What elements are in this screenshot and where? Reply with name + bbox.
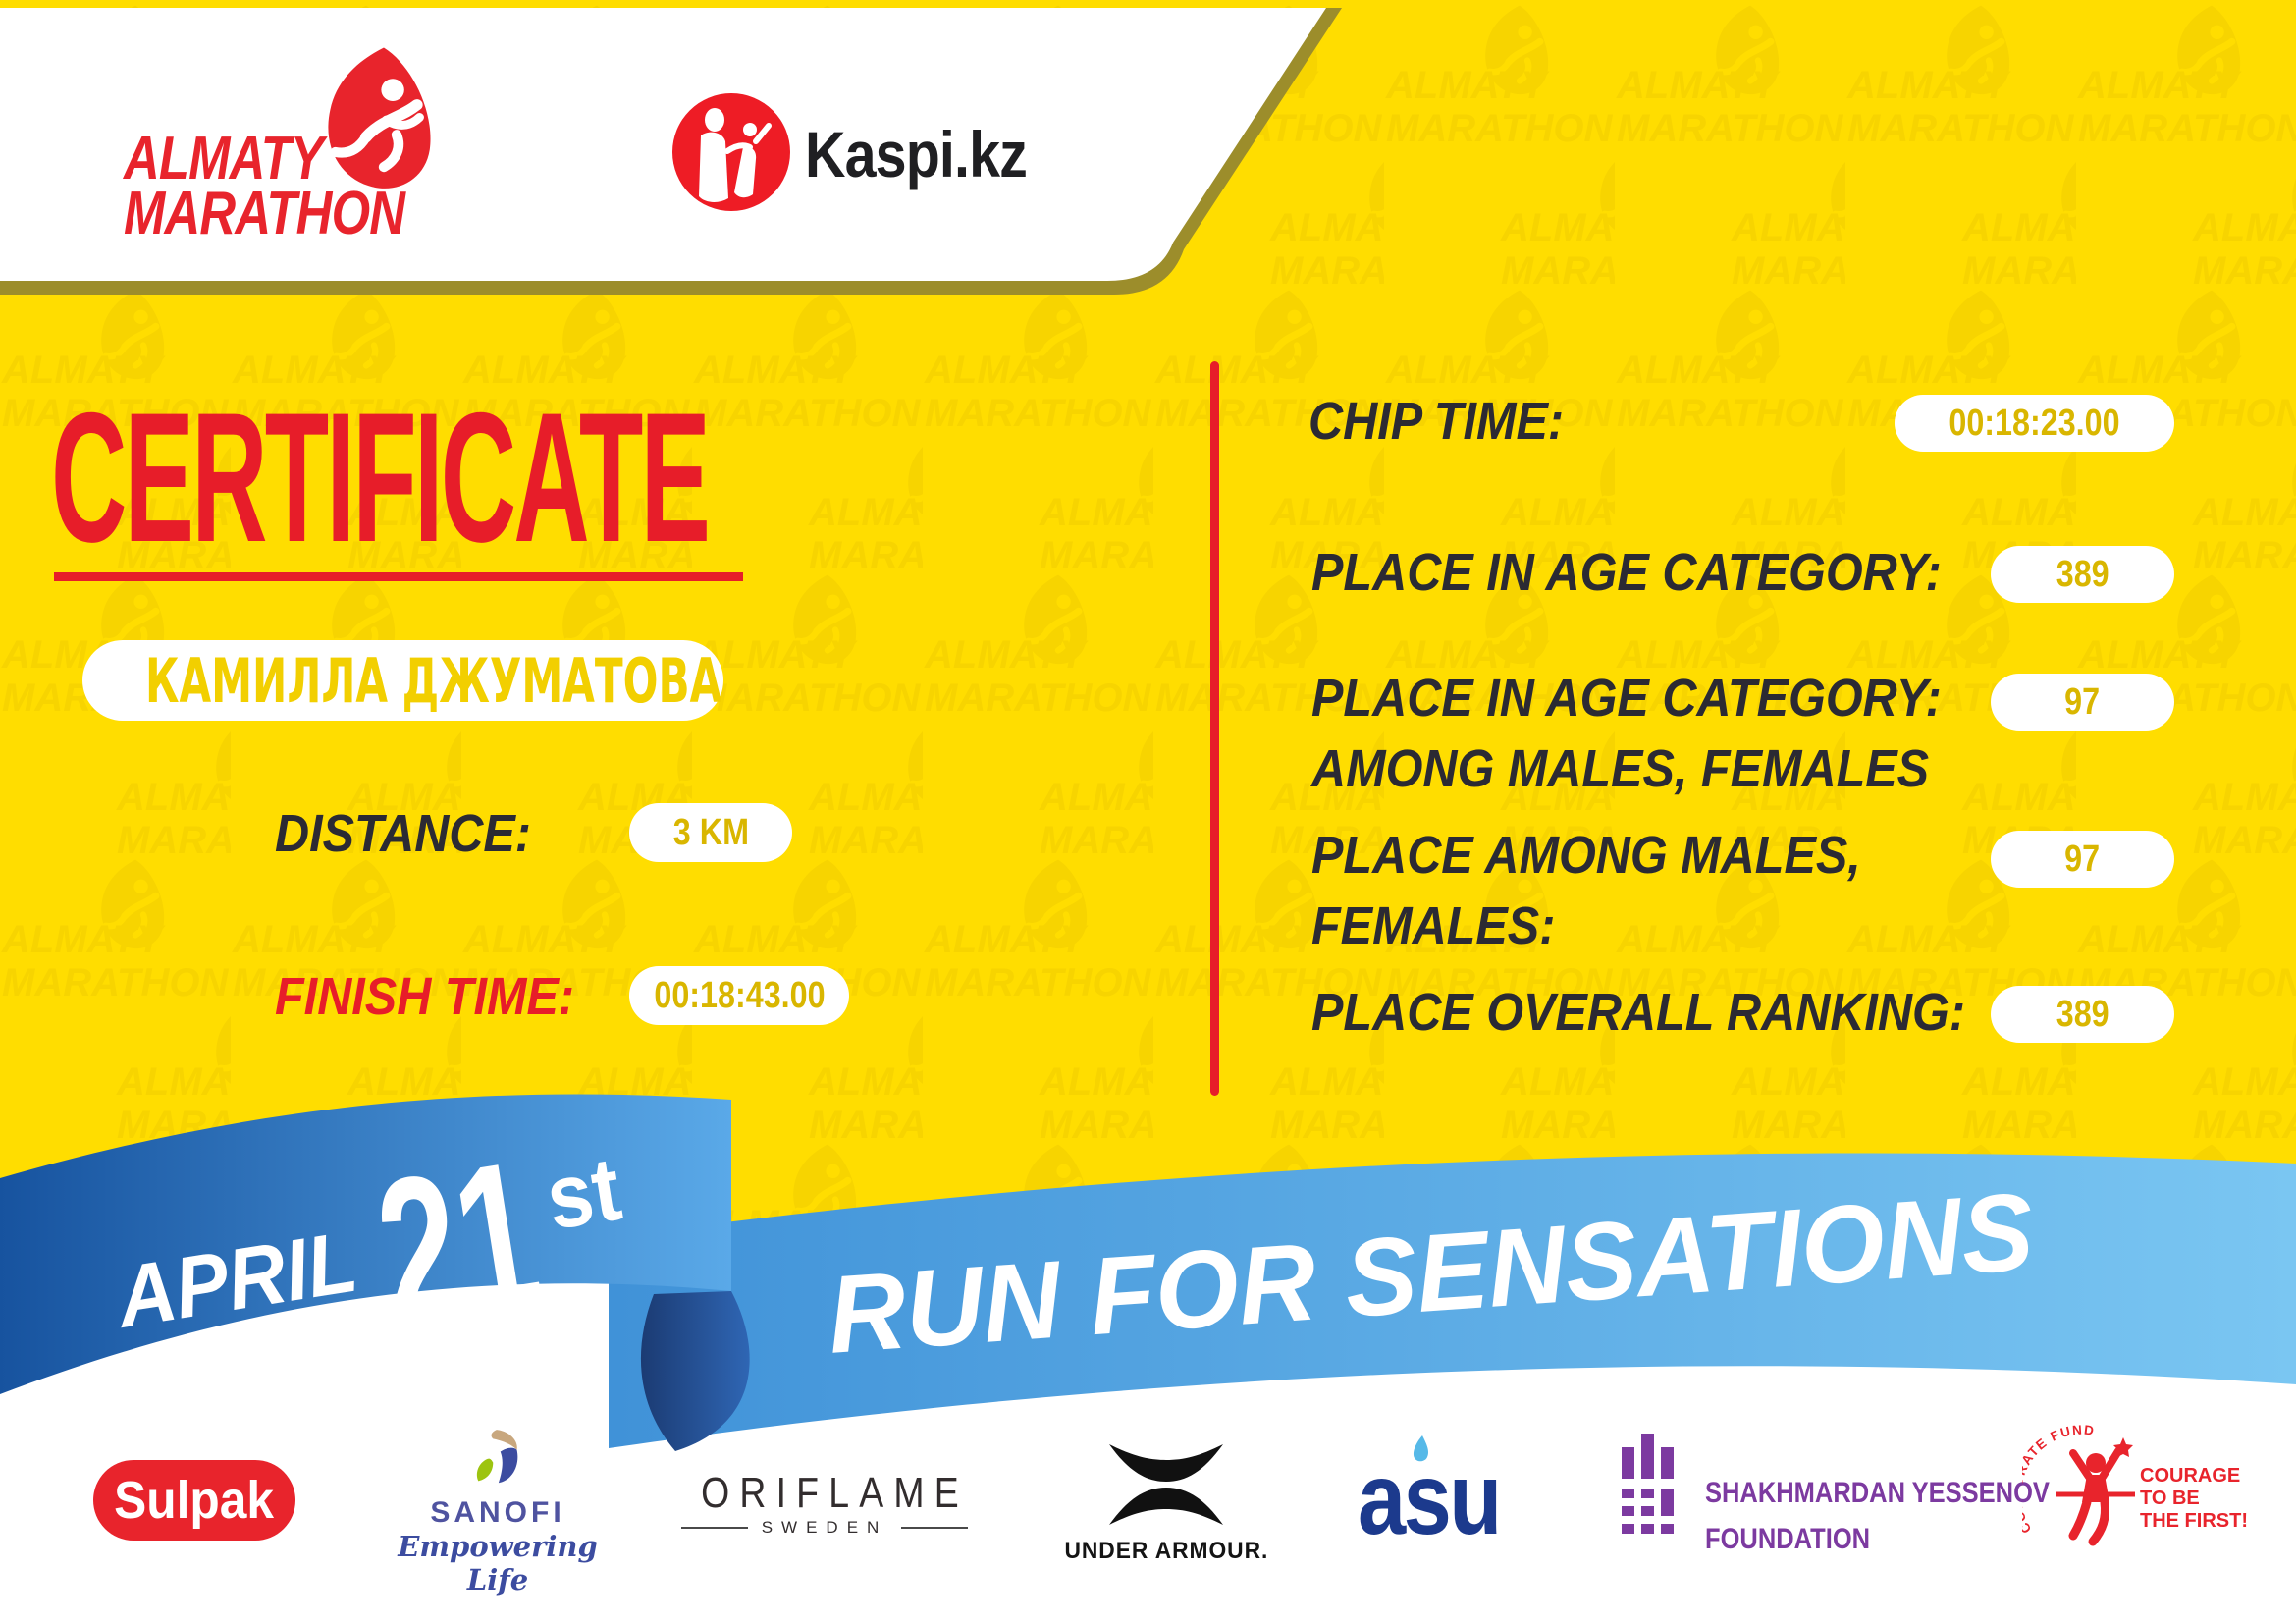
- result-label-among-gender-line2: FEMALES:: [1311, 896, 1556, 955]
- result-label-age-category: PLACE IN AGE CATEGORY:: [1311, 543, 1942, 602]
- sponsor-courage-line1: COURAGE: [2140, 1465, 2241, 1487]
- sponsor-yessenov-name-line2: FOUNDATION: [1705, 1523, 1871, 1555]
- sponsor-under-armour-icon: [1109, 1444, 1223, 1525]
- ribbon-date-suffix: st: [540, 1139, 627, 1249]
- sponsor-sanofi-name: SANOFI: [430, 1496, 565, 1529]
- finish-time-value: 00:18:43.00: [653, 974, 826, 1016]
- sponsor-courage-icon: CORPORATE FUND: [2022, 1424, 2135, 1546]
- ribbon-right-segment: [609, 1153, 2296, 1448]
- result-value-pill-chip-time: 00:18:23.00: [1895, 395, 2174, 452]
- result-value-among-gender: 97: [2064, 838, 2101, 880]
- kaspi-logo-text: Kaspi.kz: [805, 118, 1028, 190]
- sponsor-under-armour-name: UNDER ARMOUR.: [1064, 1538, 1268, 1564]
- ribbon-fold: [640, 1291, 750, 1451]
- oriflame-rule-right: [901, 1527, 969, 1529]
- result-value-pill-age-category-gender: 97: [1991, 674, 2174, 731]
- page-title: CERTIFICATE: [51, 374, 711, 580]
- ribbon-left-segment: [0, 1094, 731, 1394]
- result-value-pill-age-category: 389: [1991, 546, 2174, 603]
- distance-value: 3 KM: [672, 811, 749, 853]
- almaty-marathon-runner-icon: [328, 47, 431, 189]
- kaspi-icon: [672, 93, 790, 211]
- sponsor-yessenov-icon: [1622, 1434, 1674, 1534]
- result-label-chip-time: CHIP TIME:: [1308, 392, 1565, 451]
- recipient-name-pill: КАМИЛЛА ДЖУМАТОВА: [82, 640, 723, 721]
- result-value-chip-time: 00:18:23.00: [1949, 402, 2120, 444]
- result-value-overall-ranking: 389: [2056, 993, 2109, 1035]
- sponsor-sanofi-tagline: Empowering Life: [398, 1530, 598, 1597]
- almaty-marathon-logo-line2: MARATHON: [124, 180, 405, 247]
- result-label-among-gender-line1: PLACE AMONG MALES,: [1311, 826, 1861, 885]
- result-label-overall-ranking: PLACE OVERALL RANKING:: [1311, 983, 1966, 1042]
- ribbon-date-number: 21: [363, 1116, 553, 1371]
- result-value-age-category-gender: 97: [2064, 680, 2101, 723]
- result-label-age-category-gender-line1: PLACE IN AGE CATEGORY:: [1311, 669, 1942, 728]
- header-panel-white: [0, 8, 1326, 281]
- header-panel: [0, 8, 1342, 295]
- result-value-pill-among-gender: 97: [1991, 831, 2174, 888]
- finish-time-label: FINISH TIME:: [275, 967, 575, 1026]
- result-value-pill-overall-ranking: 389: [1991, 986, 2174, 1043]
- result-value-age-category: 389: [2056, 553, 2109, 595]
- recipient-name: КАМИЛЛА ДЖУМАТОВА: [145, 644, 722, 717]
- sponsor-courage-line2: TO BE: [2140, 1488, 2200, 1509]
- results-divider: [1210, 361, 1219, 1096]
- finish-time-value-pill: 00:18:43.00: [629, 966, 849, 1025]
- sponsor-asu-name: asu: [1358, 1442, 1502, 1556]
- sponsor-sanofi-icon: [476, 1430, 518, 1484]
- sponsor-sulpak-label: Sulpak: [114, 1471, 275, 1530]
- distance-value-pill: 3 KM: [629, 803, 792, 862]
- distance-label: DISTANCE:: [275, 804, 531, 863]
- result-label-age-category-gender-line2: AMONG MALES, FEMALES: [1311, 739, 1930, 798]
- sponsor-yessenov-name-line1: SHAKHMARDAN YESSENOV: [1705, 1477, 2050, 1509]
- sponsor-oriflame-subtitle: SWEDEN: [677, 1518, 972, 1538]
- sponsor-oriflame-name: ORIFLAME: [701, 1469, 969, 1517]
- title-underline: [54, 572, 743, 581]
- sponsor-asu-droplet-icon: [1413, 1435, 1429, 1462]
- oriflame-rule-left: [680, 1527, 748, 1529]
- sponsor-courage-line3: THE FIRST!: [2140, 1510, 2248, 1532]
- ribbon-banner: APRIL 21 st RUN FOR SENSATIONS: [0, 1094, 2296, 1624]
- sponsor-sulpak-logo: Sulpak: [93, 1460, 295, 1541]
- almaty-marathon-logo-line1: ALMATY: [124, 125, 324, 192]
